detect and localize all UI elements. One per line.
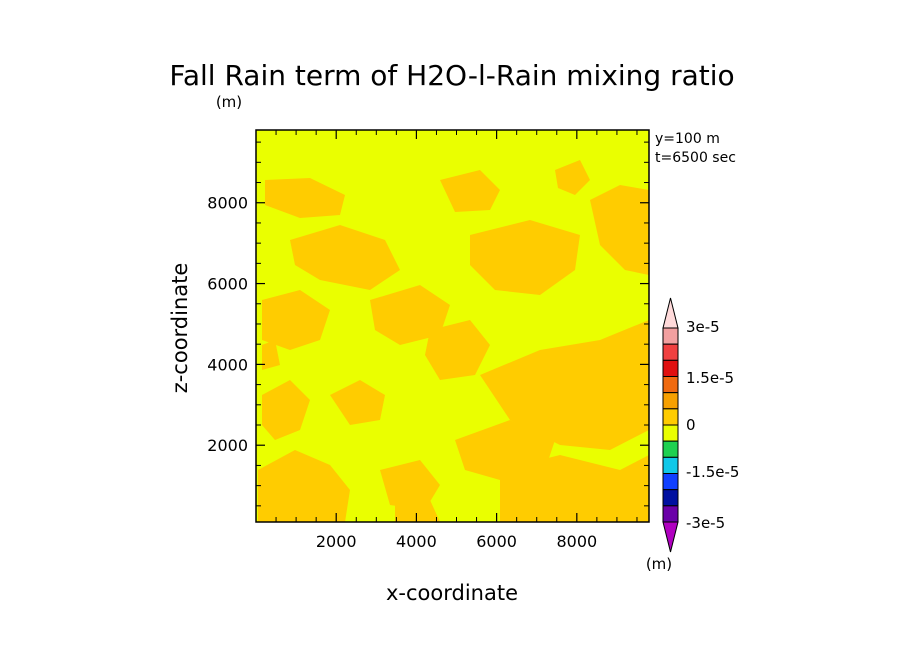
- contour-region: [262, 290, 330, 350]
- colorbar-labels: 3e-5 1.5e-5 0 -1.5e-5 -3e-5: [686, 318, 739, 532]
- colorbar-swatch: [662, 473, 679, 491]
- contour-region: [555, 160, 590, 195]
- plot-frame: [255, 129, 650, 523]
- colorbar-swatch: [662, 408, 679, 426]
- x-tick-label: 8000: [556, 532, 597, 551]
- contour-region: [380, 460, 440, 510]
- y-tick-label: 6000: [207, 275, 248, 294]
- title-units: (m): [216, 93, 242, 111]
- plot-area: [255, 129, 650, 523]
- contour-region: [480, 320, 649, 450]
- colorbar-swatch: [662, 489, 679, 507]
- colorbar-swatch: [662, 343, 679, 361]
- contour-region: [500, 455, 649, 522]
- contour-region: [330, 380, 385, 425]
- y-axis: 2000 4000 6000 8000: [207, 141, 649, 507]
- colorbar-top-arrow: [662, 297, 679, 329]
- colorbar-swatch: [662, 376, 679, 394]
- x-tick-label: 6000: [476, 532, 517, 551]
- colorbar-label: -1.5e-5: [686, 463, 739, 481]
- x-axis: 2000 4000 6000 8000: [275, 130, 638, 551]
- colorbar-label: 1.5e-5: [686, 369, 734, 387]
- colorbar-units: (m): [646, 555, 672, 573]
- contour-region: [262, 340, 280, 370]
- contour-region: [470, 220, 580, 295]
- colorbar-label: 0: [686, 416, 696, 434]
- contour-region: [395, 500, 440, 522]
- annotation-t: t=6500 sec: [655, 150, 736, 166]
- colorbar-swatch: [662, 327, 679, 345]
- colorbar-swatch: [662, 456, 679, 475]
- contour-region: [262, 380, 310, 440]
- contour-region: [425, 320, 490, 380]
- annotation-y: y=100 m: [655, 131, 720, 147]
- colorbar-bottom-arrow: [662, 521, 679, 553]
- y-tick-label: 8000: [207, 194, 248, 213]
- colorbar-swatch: [662, 424, 679, 442]
- contour-region: [590, 185, 649, 275]
- colorbar-label: 3e-5: [686, 318, 720, 336]
- colorbar-label: -3e-5: [686, 514, 725, 532]
- colorbar-swatch: [662, 359, 679, 378]
- x-axis-label: x-coordinate: [386, 581, 518, 605]
- colorbar-swatch: [662, 440, 679, 458]
- colorbar-swatch: [662, 505, 679, 523]
- x-tick-label: 4000: [396, 532, 437, 551]
- y-axis-label: z-coordinate: [168, 263, 192, 394]
- y-tick-label: 2000: [207, 436, 248, 455]
- chart-title: Fall Rain term of H2O-l-Rain mixing rati…: [169, 59, 734, 92]
- contour-region: [440, 170, 500, 212]
- contour-regions: [258, 160, 649, 522]
- colorbar-swatch: [662, 392, 679, 410]
- x-tick-label: 2000: [316, 532, 357, 551]
- contour-region: [265, 178, 345, 218]
- contour-region: [258, 450, 350, 522]
- contour-region: [290, 225, 400, 290]
- colorbar: [662, 297, 679, 553]
- y-tick-label: 4000: [207, 355, 248, 374]
